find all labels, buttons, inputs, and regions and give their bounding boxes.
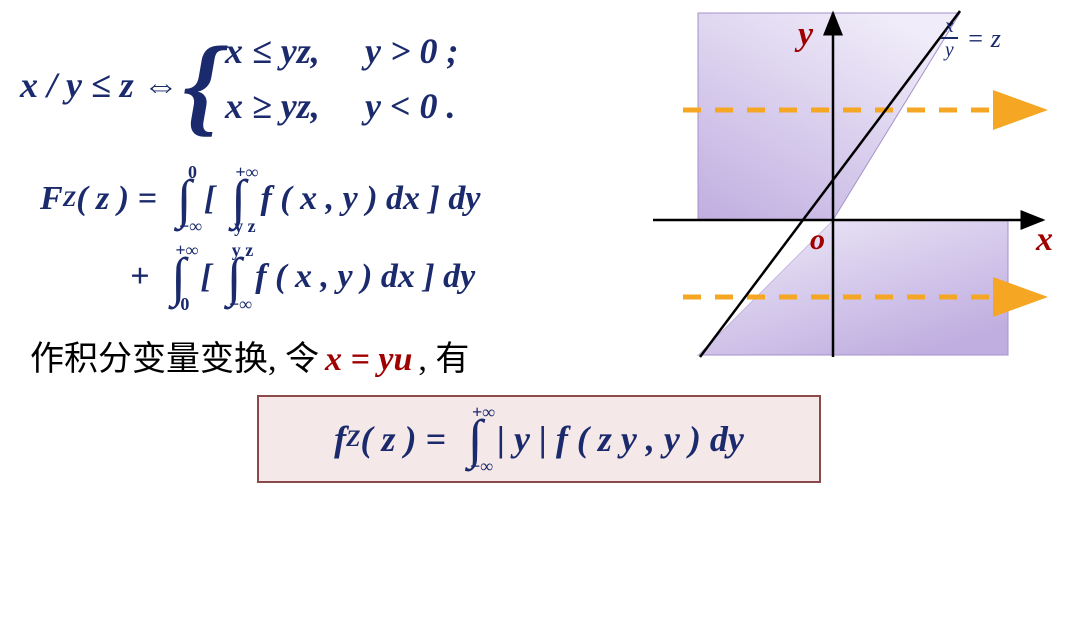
case2-left: x ≥ yz,: [225, 85, 365, 127]
Fz-F: F: [40, 180, 63, 218]
int4-symbol: ∫: [226, 257, 241, 297]
frac-den: y: [941, 39, 958, 62]
frac-num: x: [941, 17, 958, 39]
left-brace: {: [183, 40, 221, 130]
int3-symbol: ∫: [171, 257, 186, 297]
case-2: x ≥ yz, y < 0 .: [225, 85, 475, 140]
frac-xy: x y: [941, 17, 958, 62]
int4-lower: −∞: [229, 297, 252, 311]
bracket-open-2: [: [200, 258, 211, 296]
outer-integral-2: +∞ ∫ 0: [157, 243, 198, 311]
result-sub: Z: [346, 426, 360, 453]
eq-z: = z: [967, 24, 1001, 54]
result-integral: +∞ ∫ −∞: [454, 405, 495, 473]
case2-right: y < 0 .: [365, 85, 475, 127]
text-part1: 作积分变量变换, 令: [30, 331, 319, 380]
case1-left: x ≤ yz,: [225, 30, 365, 72]
inner-integral-2: y z ∫ −∞: [214, 243, 254, 311]
result-formula-box: fZ ( z ) = +∞ ∫ −∞ | y | f ( z y , y ) d…: [257, 395, 821, 483]
int3-lower: 0: [180, 297, 189, 311]
x-axis-label: x: [1035, 221, 1053, 258]
result-int-symbol: ∫: [467, 419, 482, 459]
case1-right: y > 0 ;: [365, 30, 475, 72]
piecewise-equation: x / y ≤ z ⇔ { x ≤ yz, y > 0 ; x ≥ yz, y …: [20, 30, 475, 140]
result-arg: ( z ) =: [360, 418, 446, 460]
int2-lower: y z: [234, 219, 256, 233]
int1-lower: −∞: [179, 219, 202, 233]
bracket-open-1: [: [204, 180, 215, 218]
inner-integral-1: +∞ ∫ y z: [217, 165, 258, 233]
result-int-lower: −∞: [470, 459, 493, 473]
Fz-sub: Z: [63, 186, 77, 212]
text-part2: , 有: [418, 331, 469, 380]
case-1: x ≤ yz, y > 0 ;: [225, 30, 475, 85]
integrand-2: f ( x , y ) dx ] dy: [255, 258, 475, 296]
Fz-arg: ( z ) =: [76, 180, 157, 218]
integrand-1: f ( x , y ) dx ] dy: [260, 180, 480, 218]
plus-sign: +: [130, 258, 149, 296]
int2-symbol: ∫: [231, 179, 246, 219]
result-body: | y | f ( z y , y ) dy: [497, 418, 744, 460]
origin-label: o: [810, 223, 825, 256]
outer-integral-1: 0 ∫ −∞: [165, 165, 202, 233]
line-equation-label: x y = z: [938, 17, 1001, 62]
int1-symbol: ∫: [176, 179, 191, 219]
result-f: f: [334, 418, 346, 460]
region-diagram: y x o x y = z: [638, 5, 1058, 365]
substitution-eq: x = yu: [325, 341, 412, 379]
piecewise-lhs: x / y ≤ z ⇔: [20, 64, 179, 106]
cases: x ≤ yz, y > 0 ; x ≥ yz, y < 0 .: [225, 30, 475, 140]
